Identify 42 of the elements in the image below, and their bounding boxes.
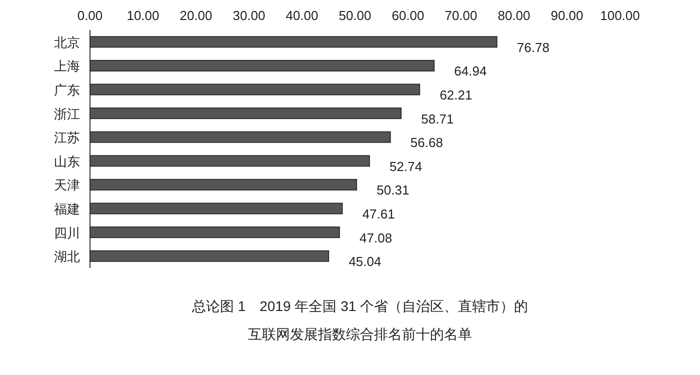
bar [90, 250, 330, 262]
y-tick-label: 上海 [54, 58, 80, 74]
x-tick-label: 100.00 [600, 8, 640, 23]
bar [90, 60, 435, 72]
y-tick-label: 福建 [54, 202, 80, 216]
x-tick-label: 80.00 [498, 8, 530, 23]
x-tick-label: 90.00 [550, 8, 584, 23]
data-label: 56.68 [410, 135, 443, 150]
data-label: 47.08 [360, 230, 392, 246]
data-label: 52.74 [390, 158, 422, 174]
data-label: 50.31 [376, 182, 410, 198]
bar [90, 84, 420, 96]
data-label: 64.94 [454, 64, 487, 79]
y-tick-label: 江苏 [54, 130, 80, 146]
y-tick-label: 天津 [54, 178, 80, 193]
data-label: 45.04 [348, 254, 382, 270]
data-label: 47.61 [362, 206, 395, 222]
y-tick-label: 浙江 [54, 106, 80, 122]
y-tick-label: 山东 [54, 154, 80, 169]
x-tick-label: 10.00 [126, 8, 160, 23]
x-tick-label: 20.00 [180, 8, 212, 23]
x-tick-label: 0.00 [77, 8, 103, 23]
x-tick-label: 30.00 [232, 8, 266, 23]
bar [90, 108, 402, 120]
x-tick-label: 50.00 [338, 8, 372, 23]
y-tick-label: 北京 [54, 34, 80, 50]
x-tick-label: 60.00 [392, 8, 424, 23]
bar [90, 178, 358, 190]
bar [90, 202, 343, 214]
bar [90, 155, 370, 167]
text: 总论图 1 2019 年全国 31 个省（自治区、直辖市）的互联网发展指数综合排名前十的名单 [190, 297, 530, 344]
data-label: 58.71 [421, 111, 454, 126]
bar [90, 36, 498, 48]
bar [90, 226, 340, 238]
bar [90, 131, 391, 143]
y-tick-label: 四川 [54, 225, 80, 240]
x-tick-label: 70.00 [444, 8, 478, 23]
y-tick-label: 广东 [54, 82, 80, 98]
y-tick-label: 湖北 [54, 249, 80, 264]
data-label: 62.21 [440, 88, 472, 102]
data-label: 76.78 [516, 40, 550, 55]
x-tick-label: 40.00 [286, 8, 318, 23]
